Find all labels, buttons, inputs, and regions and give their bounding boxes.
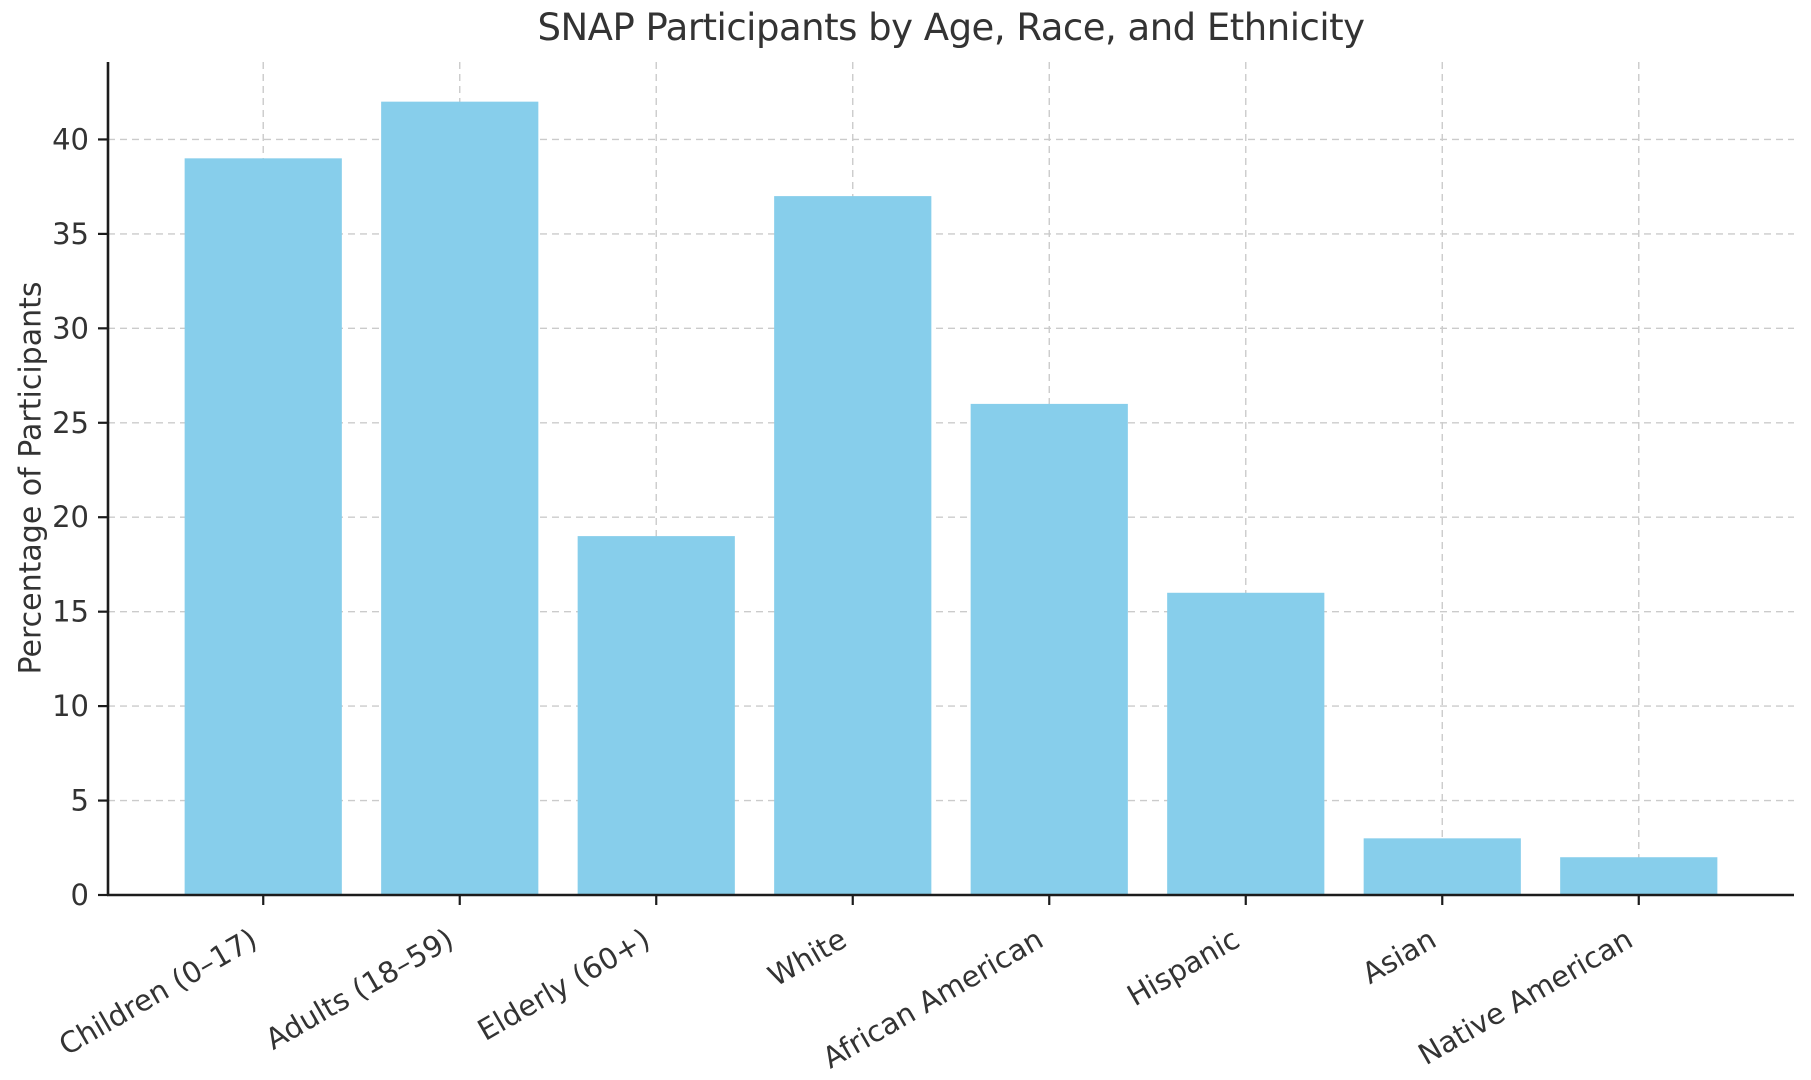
bar-native-american: [1560, 857, 1718, 895]
bar-adults-18-59: [381, 101, 539, 895]
bar-asian: [1363, 838, 1521, 895]
bar-children-0-17: [184, 158, 342, 896]
chart-title: SNAP Participants by Age, Race, and Ethn…: [537, 6, 1365, 49]
y-tick-label: 15: [52, 595, 89, 629]
x-tick-label-asian: Asian: [1356, 922, 1442, 991]
x-tick-label-white: White: [762, 922, 852, 994]
x-tick-label-adults-18-59: Adults (18–59): [260, 922, 460, 1057]
y-tick-label: 30: [52, 311, 89, 345]
x-tick-label-native-american: Native American: [1412, 922, 1638, 1072]
y-tick-label: 0: [71, 878, 89, 912]
bar-white: [774, 196, 932, 896]
x-tick-label-children-0-17: Children (0–17): [53, 922, 263, 1063]
bar-elderly-60: [577, 536, 735, 895]
y-tick-label: 40: [52, 122, 89, 156]
y-tick-label: 5: [71, 784, 89, 818]
x-tick-label-elderly-60: Elderly (60+): [472, 922, 656, 1048]
x-tick-label-african-american: African American: [817, 922, 1049, 1076]
y-tick-label: 25: [52, 406, 89, 440]
y-tick-label: 35: [52, 217, 89, 251]
bar-hispanic: [1167, 592, 1325, 895]
y-tick-label: 10: [52, 689, 89, 723]
bar-african-american: [970, 403, 1128, 895]
x-tick-label-hispanic: Hispanic: [1121, 922, 1245, 1013]
y-tick-label: 20: [52, 500, 89, 534]
